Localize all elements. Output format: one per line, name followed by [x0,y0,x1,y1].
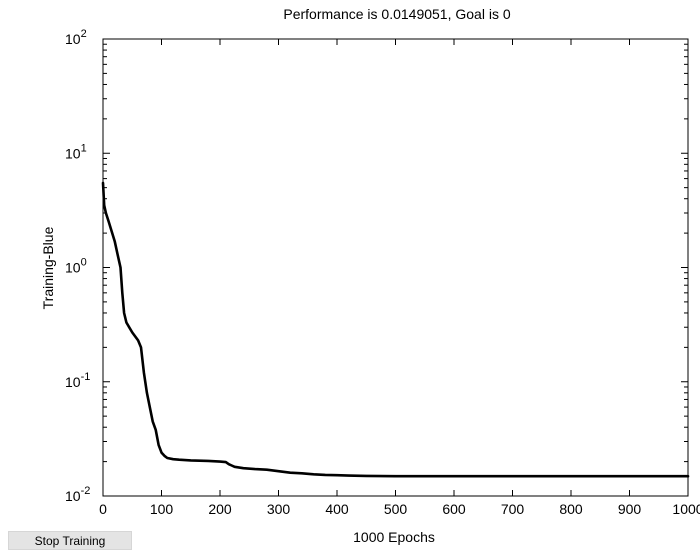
y-tick-label: 10-1 [65,371,90,390]
x-tick-label: 800 [559,501,583,517]
x-tick-label: 1000 [672,501,700,517]
x-tick-label: 400 [325,501,349,517]
y-tick-label: 100 [65,257,87,276]
x-tick-label: 300 [267,501,291,517]
x-tick-label: 0 [99,501,107,517]
training-performance-line [101,181,690,478]
x-tick-label: 600 [442,501,466,517]
y-tick-label: 101 [65,142,87,161]
x-tick-label: 900 [618,501,642,517]
x-axis-label: 1000 Epochs [353,529,435,545]
x-tick-label: 100 [150,501,174,517]
stop-training-button[interactable]: Stop Training [8,531,132,550]
x-tick-label: 200 [208,501,232,517]
tick-group: 0 100 200 300 400 500 600 700 800 900 1000 10-2 10-1… [65,28,700,517]
y-axis-label: Training-Blue [40,226,56,309]
x-tick-label: 500 [384,501,408,517]
axes-box [102,38,689,497]
chart-title: Performance is 0.0149051, Goal is 0 [283,6,510,22]
y-tick-label: 10-2 [65,485,90,504]
y-tick-label: 102 [65,28,87,47]
x-tick-label: 700 [501,501,525,517]
